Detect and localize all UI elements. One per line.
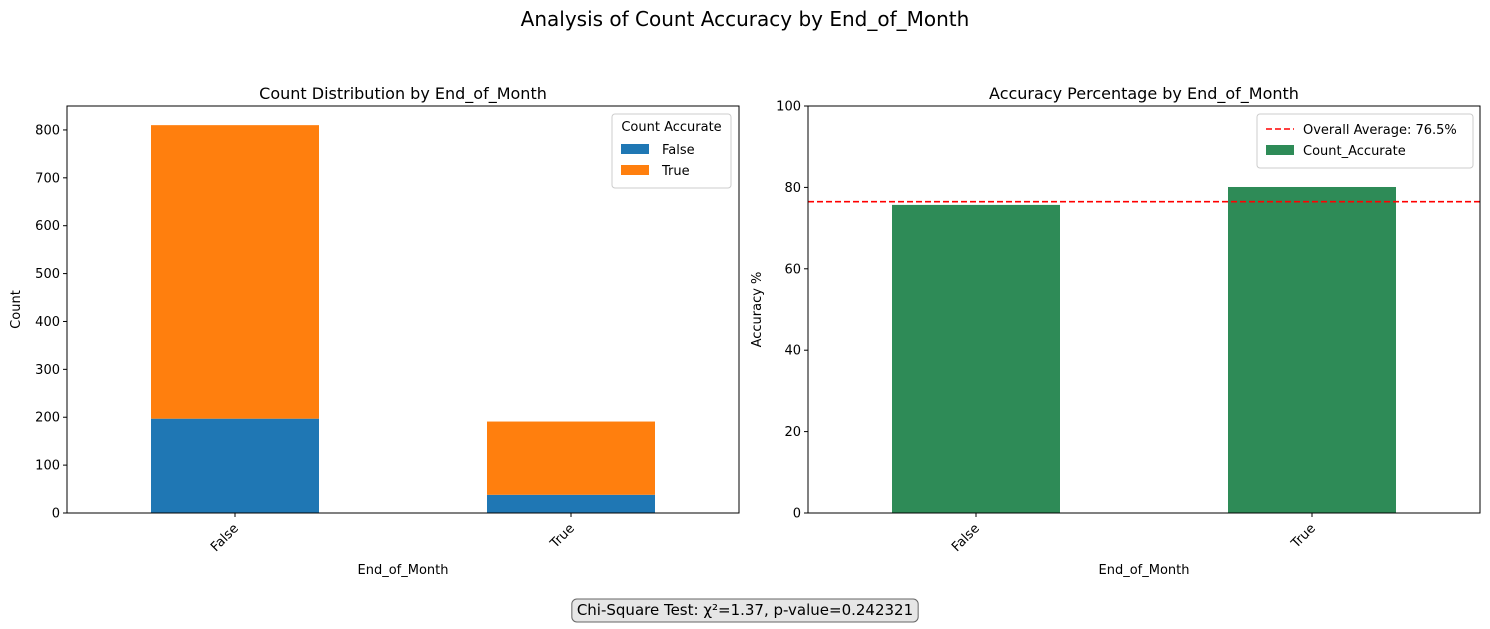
legend-swatch-false: [621, 144, 649, 154]
count-y-axis-label: Count: [9, 290, 24, 329]
y-tick-label: 80: [784, 181, 801, 196]
count-legend: Count Accurate False True: [611, 113, 732, 189]
y-tick-label: 60: [784, 262, 801, 277]
bar-true-true: [487, 421, 655, 495]
bar-count-accurate-false: [892, 204, 1060, 513]
accuracy-y-axis-label: Accuracy %: [750, 272, 765, 348]
accuracy-legend: Overall Average: 76.5% Count_Accurate: [1256, 113, 1474, 169]
x-tick-label: True: [547, 521, 578, 552]
legend-label-count-accurate: Count_Accurate: [1303, 144, 1406, 159]
y-tick-label: 20: [784, 425, 801, 440]
annotation-box: [571, 598, 919, 623]
count-axes-frame: [66, 105, 740, 514]
count-x-ticks: False True: [208, 513, 578, 555]
x-tick-label: True: [1288, 521, 1319, 552]
count-legend-title: Count Accurate: [621, 120, 721, 135]
legend-swatch-true: [621, 165, 649, 175]
accuracy-chart-title: Accuracy Percentage by End_of_Month: [989, 84, 1299, 104]
bar-count-accurate-true: [1228, 186, 1396, 514]
count-y-ticks: 0 100 200 300 400 500 600 700 800: [35, 123, 67, 522]
count-distribution-chart: 0 100 200 300 400 500 600 700 800 False True Coun…: [9, 84, 740, 578]
legend-label-false: False: [662, 143, 695, 158]
y-tick-label: 400: [35, 315, 60, 330]
y-tick-label: 0: [52, 507, 60, 522]
x-tick-label: False: [949, 521, 983, 555]
count-x-axis-label: End_of_Month: [358, 563, 449, 578]
accuracy-x-ticks: False True: [949, 513, 1319, 555]
y-tick-label: 0: [793, 507, 801, 522]
accuracy-y-ticks: 0 20 40 60 80 100: [776, 100, 808, 522]
bar-true-false: [151, 125, 319, 419]
count-chart-title: Count Distribution by End_of_Month: [259, 84, 547, 104]
legend-swatch-count-accurate: [1266, 145, 1294, 155]
count-bars-layer: [151, 125, 655, 513]
y-tick-label: 300: [35, 363, 60, 378]
y-tick-label: 100: [776, 100, 801, 115]
accuracy-legend-box: [1256, 113, 1474, 169]
y-tick-label: 600: [35, 219, 60, 234]
accuracy-x-axis-label: End_of_Month: [1099, 563, 1190, 578]
legend-label-true: True: [661, 164, 690, 179]
figure-suptitle: Analysis of Count Accuracy by End_of_Mon…: [521, 7, 970, 31]
accuracy-axes-frame: [807, 105, 1481, 514]
bar-false-false: [151, 418, 319, 513]
y-tick-label: 100: [35, 459, 60, 474]
annotation-text: Chi-Square Test: χ²=1.37, p-value=0.2423…: [577, 601, 913, 619]
y-tick-label: 500: [35, 267, 60, 282]
chi-square-annotation: Chi-Square Test: χ²=1.37, p-value=0.2423…: [571, 598, 919, 623]
y-tick-label: 40: [784, 344, 801, 359]
accuracy-percentage-chart: 0 20 40 60 80 100 False True Accuracy Percenta…: [750, 84, 1481, 578]
y-tick-label: 200: [35, 411, 60, 426]
x-tick-label: False: [208, 521, 242, 555]
accuracy-bars-layer: [892, 186, 1396, 514]
legend-label-overall-average: Overall Average: 76.5%: [1303, 123, 1457, 138]
y-tick-label: 700: [35, 171, 60, 186]
y-tick-label: 800: [35, 123, 60, 138]
bar-false-true: [487, 494, 655, 513]
